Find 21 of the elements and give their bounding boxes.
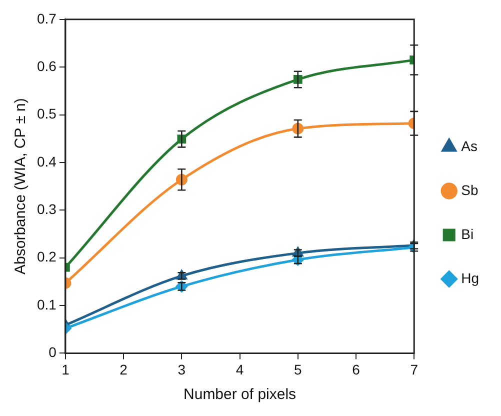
x-axis-title: Number of pixels [184,386,296,404]
x-tick-label: 6 [352,361,360,378]
x-tick-label: 7 [410,361,418,378]
y-tick-label: 0 [48,344,57,360]
y-tick-label: 0.2 [36,248,57,265]
y-tick-label: 0.6 [36,58,57,74]
y-tick-label: 0.4 [36,153,57,170]
y-tick-label: 0.5 [36,106,57,122]
x-tick-label: 4 [236,361,244,378]
x-tick-label: 1 [62,361,70,378]
legend-label: Hg [461,270,480,286]
x-tick-label: 5 [294,361,302,378]
y-tick-label: 0.7 [36,10,57,26]
legend-label: Sb [461,182,478,198]
legend-label: Bi [461,226,474,242]
y-tick-label: 0.3 [36,201,57,217]
x-tick-label: 3 [178,361,186,378]
y-tick-label: 0.1 [36,296,57,312]
y-axis-title: Absorbance (WIA, CP ± n) [12,98,30,274]
legend-label: As [461,138,478,154]
x-tick-label: 2 [120,361,128,378]
